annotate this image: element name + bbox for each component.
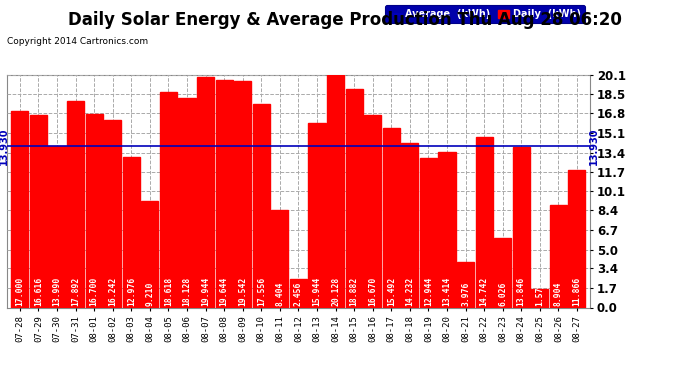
Bar [494,238,511,308]
Bar [215,80,233,308]
Text: 9.210: 9.210 [146,282,155,306]
Bar [327,75,344,308]
Bar [457,261,474,308]
Text: 17.556: 17.556 [257,277,266,306]
Bar [531,289,549,308]
Text: 19.542: 19.542 [238,277,247,306]
Text: 15.944: 15.944 [313,277,322,306]
Bar [569,170,586,308]
Bar [67,100,84,308]
Text: 19.944: 19.944 [201,277,210,306]
Text: Copyright 2014 Cartronics.com: Copyright 2014 Cartronics.com [7,38,148,46]
Text: 18.618: 18.618 [164,277,173,306]
Text: 2.456: 2.456 [294,282,303,306]
Text: 6.026: 6.026 [498,282,507,306]
Bar [179,98,195,308]
Bar [141,201,159,308]
Bar [271,210,288,308]
Text: 16.242: 16.242 [108,277,117,306]
Bar [123,158,140,308]
Bar [346,89,363,308]
Text: 13.846: 13.846 [517,277,526,306]
Bar [290,279,307,308]
Bar [104,120,121,308]
Bar [364,115,382,308]
Text: 13.414: 13.414 [442,277,451,306]
Bar [160,92,177,308]
Bar [550,204,567,308]
Text: 1.576: 1.576 [535,282,544,306]
Text: 17.892: 17.892 [71,277,80,306]
Text: 3.976: 3.976 [461,282,470,306]
Text: 18.128: 18.128 [183,277,192,306]
Text: 13.930: 13.930 [589,128,599,165]
Bar [438,152,455,308]
Bar [86,114,103,308]
Legend: Average  (kWh), Daily  (kWh): Average (kWh), Daily (kWh) [385,6,585,23]
Text: 16.670: 16.670 [368,277,377,306]
Text: 16.616: 16.616 [34,277,43,306]
Text: Daily Solar Energy & Average Production Thu Aug 28 06:20: Daily Solar Energy & Average Production … [68,11,622,29]
Text: 8.404: 8.404 [275,282,284,306]
Text: 14.742: 14.742 [480,277,489,306]
Bar [420,158,437,308]
Bar [253,104,270,308]
Text: 17.000: 17.000 [15,277,24,306]
Text: 11.866: 11.866 [573,277,582,306]
Bar [402,143,418,308]
Text: 16.700: 16.700 [90,277,99,306]
Text: 13.990: 13.990 [52,277,61,306]
Text: 15.492: 15.492 [387,277,396,306]
Bar [475,137,493,308]
Bar [11,111,28,308]
Text: 13.930: 13.930 [0,128,9,165]
Text: 18.882: 18.882 [350,277,359,306]
Text: 19.644: 19.644 [219,277,228,306]
Bar [513,147,530,308]
Text: 12.976: 12.976 [127,277,136,306]
Text: 20.128: 20.128 [331,277,340,306]
Bar [308,123,326,308]
Bar [48,146,66,308]
Bar [197,77,214,308]
Bar [383,128,400,308]
Bar [30,115,47,308]
Text: 12.944: 12.944 [424,277,433,306]
Text: 8.904: 8.904 [554,282,563,306]
Bar [234,81,251,308]
Text: 14.232: 14.232 [405,277,414,306]
